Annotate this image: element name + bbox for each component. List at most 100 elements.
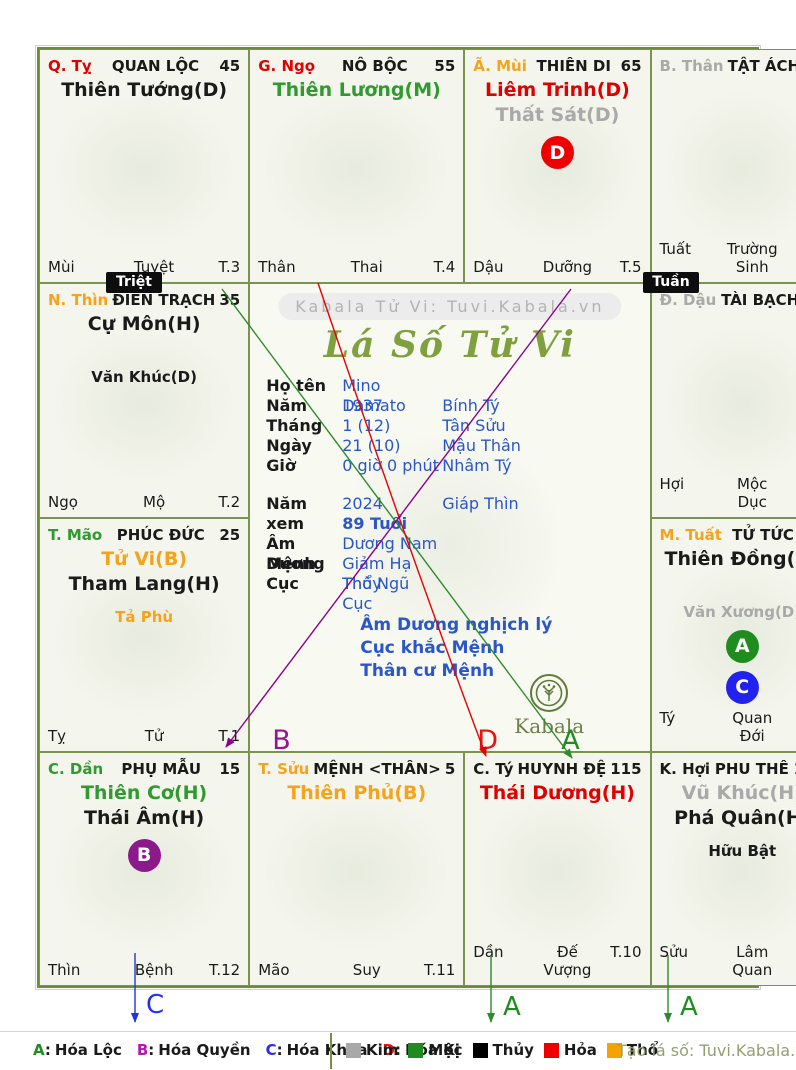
zodiac-tiger-image bbox=[52, 792, 237, 951]
info-value: 0 giờ 0 phút bbox=[342, 456, 439, 476]
branch-label: Dậu bbox=[473, 258, 504, 277]
major-star: Tử Vi(B) bbox=[101, 547, 188, 570]
tuvi-grid: Q. Tỵ QUAN LỘC 45 Thiên Tướng(D) Mùi Tuy… bbox=[35, 45, 796, 990]
hoa-khoa-badge: C bbox=[725, 670, 759, 704]
decade-label: T.10 bbox=[610, 943, 642, 961]
major-star: Tham Lang(H) bbox=[68, 572, 220, 595]
palace-quan-loc: Q. Tỵ QUAN LỘC 45 Thiên Tướng(D) Mùi Tuy… bbox=[39, 49, 250, 284]
decade-label: T.3 bbox=[218, 258, 241, 277]
branch-label: Tý bbox=[659, 708, 676, 727]
canchi-label: T. Sửu bbox=[258, 759, 310, 778]
life-stage-label: Mộ bbox=[143, 492, 166, 511]
kim-color-swatch bbox=[346, 1042, 361, 1058]
info-value: Mino Damato bbox=[342, 376, 406, 416]
triet-tag: Triệt bbox=[106, 272, 162, 293]
info-value: 1 (12) bbox=[342, 416, 391, 436]
zodiac-horse-image bbox=[262, 90, 452, 249]
info-value: Thổ Ngũ Cục bbox=[342, 574, 410, 614]
site-watermark: Kabala Tử Vi: Tuvi.Kabala.vn bbox=[278, 293, 622, 321]
palace-tat-ach: B. Thân TẬT ÁCH 75 Tuất Trường Sinh T.6 bbox=[650, 49, 796, 284]
major-star: Thiên Lương(M) bbox=[272, 79, 441, 101]
major-star: Thiên Tướng(D) bbox=[61, 79, 228, 101]
canchi-label: Đ. Dậu bbox=[659, 291, 717, 310]
palace-name: HUYNH ĐỆ bbox=[517, 759, 607, 778]
life-stage-label: Lâm Quan bbox=[732, 943, 773, 979]
info-value: 2024 bbox=[342, 494, 383, 514]
info-label: Cục bbox=[266, 574, 299, 594]
info-value: 21 (10) bbox=[342, 436, 401, 456]
hoa-ki-letter: D bbox=[477, 725, 499, 757]
canchi-label: B. Thân bbox=[659, 57, 724, 75]
zodiac-pig-image bbox=[663, 792, 796, 951]
palace-score: 115 bbox=[610, 759, 642, 778]
palace-tai-bach: Đ. Dậu TÀI BẠCH 85 Hợi Mộc Dục T.7 bbox=[650, 283, 796, 518]
life-stage-label: Dưỡng bbox=[542, 258, 593, 277]
life-stage-label: Suy bbox=[352, 961, 381, 979]
element-item: Mộc bbox=[408, 1041, 463, 1059]
major-star: Thiên Phủ(B) bbox=[287, 781, 427, 804]
canchi-label: Ã. Mùi bbox=[473, 57, 527, 75]
palace-score: 45 bbox=[219, 57, 241, 75]
zodiac-buffalo-image bbox=[262, 792, 452, 951]
branch-label: Thân bbox=[258, 258, 296, 277]
decade-label: T.12 bbox=[208, 961, 241, 979]
major-star: Phá Quân(H) bbox=[674, 806, 796, 829]
info-label: Ngày bbox=[266, 436, 312, 456]
life-stage-label: Thai bbox=[350, 258, 383, 277]
tuan-tag: Tuần bbox=[643, 272, 699, 293]
palace-score: 25 bbox=[219, 525, 241, 544]
decade-label: T.5 bbox=[619, 258, 642, 277]
canchi-label: C. Tý bbox=[473, 759, 514, 778]
chart-title: Lá Số Tử Vi bbox=[323, 324, 576, 367]
zodiac-rat-image bbox=[477, 792, 638, 951]
branch-label: Sửu bbox=[659, 943, 689, 961]
info-label: Mệnh bbox=[266, 554, 316, 574]
birth-info: Họ tên Mino Damato Năm 1937 Bính Tý Tháng 1 … bbox=[266, 376, 521, 614]
palace-name: ĐIỀN TRẠCH bbox=[112, 291, 216, 310]
minor-star: Văn Khúc(D) bbox=[91, 368, 197, 387]
branch-label: Mùi bbox=[48, 258, 75, 277]
hoa-loc-arrow-label: A bbox=[680, 992, 698, 1022]
moc-color-swatch bbox=[408, 1042, 424, 1058]
major-star: Thất Sát(D) bbox=[495, 104, 620, 126]
palace-name: QUAN LỘC bbox=[111, 57, 200, 75]
hoa-loc-letter: A bbox=[561, 725, 580, 757]
palace-score: 55 bbox=[434, 57, 456, 75]
hoa-color-swatch bbox=[543, 1042, 559, 1058]
life-stage-label: Bệnh bbox=[134, 961, 174, 979]
life-stage-label: Đế Vượng bbox=[543, 943, 592, 979]
decade-label: T.2 bbox=[218, 492, 241, 511]
major-star: Thái Âm(H) bbox=[84, 806, 205, 829]
major-star: Thiên Đồng(H) bbox=[664, 547, 796, 570]
branch-label: Tỵ bbox=[48, 726, 67, 745]
life-stage-label: Quan Đới bbox=[732, 708, 773, 745]
life-stage-label: Trường Sinh bbox=[726, 240, 778, 277]
palace-name: THIÊN DI bbox=[536, 57, 611, 75]
canchi-label: G. Ngọ bbox=[258, 57, 316, 75]
info-label bbox=[266, 514, 342, 534]
canchi-label: N. Thìn bbox=[48, 291, 109, 310]
info-label: Họ tên bbox=[266, 376, 327, 396]
hoa-ki-badge: D bbox=[540, 136, 574, 169]
decade-label: T.9 bbox=[783, 943, 796, 979]
palace-huynh-de: C. Tý HUYNH ĐỆ 115 Thái Dương(H) Dần Đế … bbox=[464, 751, 651, 986]
branch-label: Thìn bbox=[48, 961, 81, 979]
major-star: Thiên Cơ(H) bbox=[80, 781, 208, 804]
canchi-label: Q. Tỵ bbox=[48, 57, 92, 75]
palace-menh-than: T. Sửu MỆNH <THÂN> 5 Thiên Phủ(B) Mão Su… bbox=[249, 751, 465, 986]
palace-name: TỬ TỨC bbox=[732, 525, 794, 544]
palace-name: PHÚC ĐỨC bbox=[116, 525, 205, 544]
zodiac-rabbit-image bbox=[52, 558, 237, 717]
destiny-notes: Âm Dương nghịch lý Cục khắc Mệnh Thân cư… bbox=[360, 615, 553, 682]
palace-name: PHU THÊ bbox=[714, 759, 789, 778]
kabala-logo-icon bbox=[530, 674, 569, 713]
decade-label: T.4 bbox=[433, 258, 456, 277]
hoa-loc-badge: A bbox=[725, 629, 759, 663]
decade-label: T.1 bbox=[218, 726, 241, 745]
branch-label: Ngọ bbox=[48, 492, 78, 511]
zodiac-rooster-image bbox=[663, 324, 796, 483]
site-credit-link[interactable]: Tạo lá số: Tuvi.Kabala.vn bbox=[617, 1041, 796, 1060]
info-value: Dương Nam bbox=[342, 534, 438, 554]
canchi-label: K. Hợi bbox=[659, 759, 711, 778]
